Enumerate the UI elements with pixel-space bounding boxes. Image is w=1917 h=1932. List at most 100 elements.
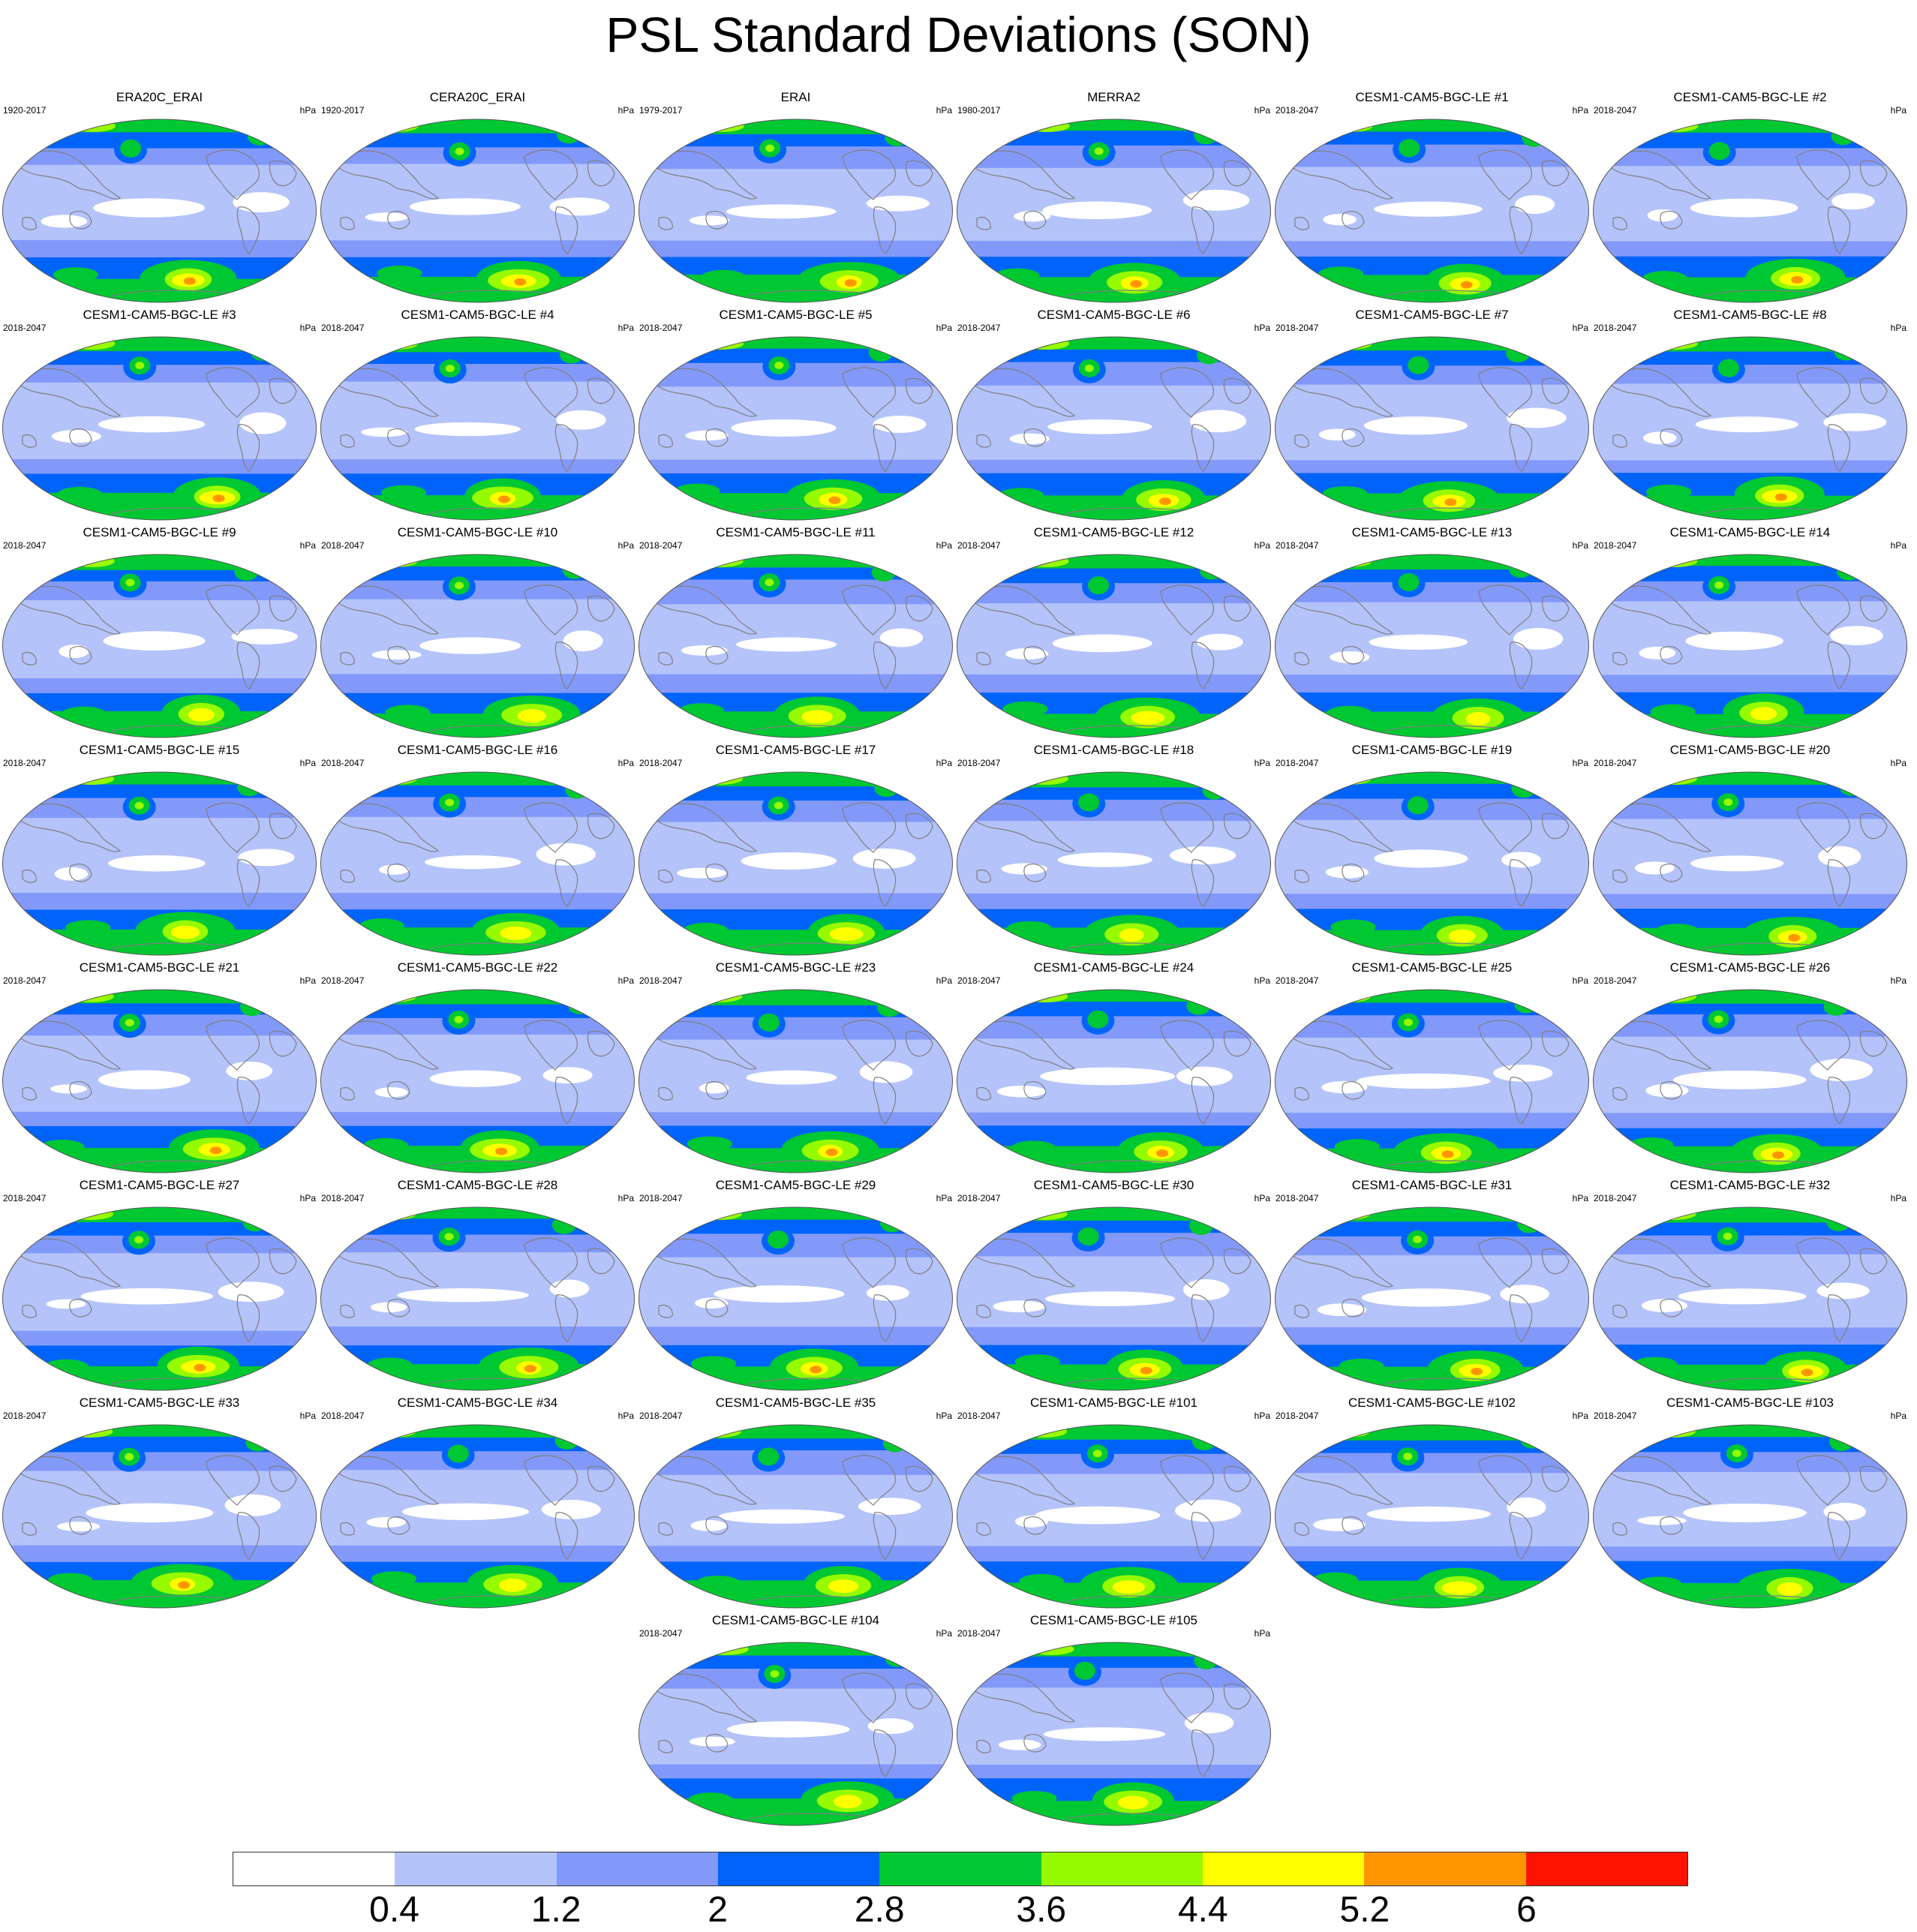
panel-title: CESM1-CAM5-BGC-LE #21 <box>79 960 240 975</box>
map-panel: CESM1-CAM5-BGC-LE #1 2018-2047 hPa <box>1272 90 1591 304</box>
panel-title: CESM1-CAM5-BGC-LE #3 <box>83 308 236 322</box>
map-svg <box>2 119 317 303</box>
panel-title: CESM1-CAM5-BGC-LE #17 <box>715 743 876 757</box>
map-svg <box>1275 771 1589 956</box>
map-svg <box>320 336 635 521</box>
map-svg <box>320 771 635 956</box>
panel-title: CESM1-CAM5-BGC-LE #27 <box>79 1178 240 1192</box>
colorbar-box <box>1202 1852 1365 1885</box>
panel-title: CERA20C_ERAI <box>429 90 526 104</box>
map-svg <box>1275 1206 1589 1391</box>
panel-title: ERAI <box>780 90 811 104</box>
panel-period: 2018-2047 <box>1594 1411 1637 1421</box>
map-svg <box>2 1424 317 1609</box>
panel-units: hPa <box>1254 758 1270 768</box>
page-title: PSL Standard Deviations (SON) <box>605 7 1312 62</box>
panel-units: hPa <box>936 1411 952 1421</box>
map-panel: CESM1-CAM5-BGC-LE #23 2018-2047 hPa <box>636 960 955 1174</box>
map-svg <box>638 771 953 956</box>
panel-period: 2018-2047 <box>1594 975 1637 986</box>
panel-period: 2018-2047 <box>3 975 47 986</box>
map-panel: CESM1-CAM5-BGC-LE #28 2018-2047 hPa <box>318 1178 637 1392</box>
panel-title: CESM1-CAM5-BGC-LE #16 <box>397 743 558 757</box>
panel-period: 1980-2017 <box>957 105 1001 116</box>
map-panel: CESM1-CAM5-BGC-LE #8 2018-2047 hPa <box>1591 308 1909 521</box>
panel-title: CESM1-CAM5-BGC-LE #7 <box>1355 308 1509 322</box>
panel-units: hPa <box>299 105 316 116</box>
panel-title: CESM1-CAM5-BGC-LE #104 <box>712 1613 879 1627</box>
panel-title: CESM1-CAM5-BGC-LE #31 <box>1351 1178 1513 1192</box>
panel-units: hPa <box>1254 975 1270 986</box>
colorbar-label: 2 <box>708 1890 729 1930</box>
map-panel: CESM1-CAM5-BGC-LE #18 2018-2047 hPa <box>954 743 1273 957</box>
map-svg <box>2 771 317 956</box>
panel-period: 2018-2047 <box>1275 105 1319 116</box>
panel-title: CESM1-CAM5-BGC-LE #34 <box>397 1396 558 1410</box>
map-svg <box>1275 336 1589 521</box>
colorbar-label: 3.6 <box>1016 1890 1067 1930</box>
map-svg <box>1593 1424 1907 1609</box>
map-svg <box>638 1206 953 1391</box>
panel-units: hPa <box>617 105 634 116</box>
panel-period: 2018-2047 <box>1594 105 1637 116</box>
map-svg <box>957 336 1271 521</box>
panel-period: 2018-2047 <box>1594 1193 1637 1203</box>
map-panel: CESM1-CAM5-BGC-LE #19 2018-2047 hPa <box>1272 743 1591 957</box>
panel-title: CESM1-CAM5-BGC-LE #20 <box>1669 743 1831 757</box>
map-panel: CESM1-CAM5-BGC-LE #101 2018-2047 hPa <box>954 1396 1273 1609</box>
panel-title: MERRA2 <box>1087 90 1140 104</box>
panel-title: CESM1-CAM5-BGC-LE #29 <box>715 1178 876 1192</box>
panel-period: 2018-2047 <box>957 758 1001 768</box>
panel-units: hPa <box>1890 1411 1906 1421</box>
map-panel: CESM1-CAM5-BGC-LE #4 2018-2047 hPa <box>318 308 637 521</box>
colorbar-box <box>879 1852 1041 1885</box>
map-svg <box>957 554 1271 738</box>
map-svg <box>2 989 317 1173</box>
panel-units: hPa <box>1572 323 1588 333</box>
panel-title: CESM1-CAM5-BGC-LE #32 <box>1669 1178 1831 1192</box>
panel-period: 2018-2047 <box>1275 758 1319 768</box>
panel-title: CESM1-CAM5-BGC-LE #14 <box>1669 525 1831 539</box>
map-svg <box>1593 1206 1907 1391</box>
map-svg <box>957 1642 1271 1826</box>
panel-units: hPa <box>1254 105 1270 116</box>
colorbar-labels: 0.4 1.2 2 2.8 3.6 4.4 5.2 6 <box>233 1891 1688 1930</box>
map-panel: CESM1-CAM5-BGC-LE #104 2018-2047 hPa <box>636 1613 955 1827</box>
panel-title: CESM1-CAM5-BGC-LE #2 <box>1673 90 1827 104</box>
map-panel: CESM1-CAM5-BGC-LE #11 2018-2047 hPa <box>636 525 955 739</box>
colorbar-box <box>1364 1852 1526 1885</box>
panel-title: CESM1-CAM5-BGC-LE #30 <box>1033 1178 1194 1192</box>
map-panel: CESM1-CAM5-BGC-LE #9 2018-2047 hPa <box>0 525 319 739</box>
map-panel: CESM1-CAM5-BGC-LE #33 2018-2047 hPa <box>0 1396 319 1609</box>
map-svg <box>1593 771 1907 956</box>
map-svg <box>957 1424 1271 1609</box>
panel-units: hPa <box>1572 975 1588 986</box>
colorbar-label: 5.2 <box>1339 1890 1390 1930</box>
map-panel: CESM1-CAM5-BGC-LE #34 2018-2047 hPa <box>318 1396 637 1609</box>
map-svg <box>957 989 1271 1173</box>
panel-period: 2018-2047 <box>1275 540 1319 551</box>
map-svg <box>1593 119 1907 303</box>
map-svg <box>957 119 1271 303</box>
panel-title: CESM1-CAM5-BGC-LE #26 <box>1669 960 1831 975</box>
panel-units: hPa <box>1890 975 1906 986</box>
panel-title: CESM1-CAM5-BGC-LE #15 <box>79 743 240 757</box>
panel-units: hPa <box>299 323 316 333</box>
colorbar-box <box>1041 1852 1203 1885</box>
panel-title: CESM1-CAM5-BGC-LE #25 <box>1351 960 1513 975</box>
panel-units: hPa <box>617 975 634 986</box>
panel-units: hPa <box>299 540 316 551</box>
map-panel: CESM1-CAM5-BGC-LE #12 2018-2047 hPa <box>954 525 1273 739</box>
panel-period: 2018-2047 <box>321 1193 365 1203</box>
map-svg <box>638 1642 953 1826</box>
panel-title: CESM1-CAM5-BGC-LE #1 <box>1355 90 1509 104</box>
map-svg <box>2 336 317 521</box>
map-panel: CESM1-CAM5-BGC-LE #17 2018-2047 hPa <box>636 743 955 957</box>
map-svg <box>957 1206 1271 1391</box>
panel-title: CESM1-CAM5-BGC-LE #6 <box>1037 308 1191 322</box>
panel-units: hPa <box>1890 105 1906 116</box>
map-svg <box>320 989 635 1173</box>
map-svg <box>638 554 953 738</box>
panel-period: 2018-2047 <box>957 1628 1001 1639</box>
panel-period: 2018-2047 <box>1594 540 1637 551</box>
